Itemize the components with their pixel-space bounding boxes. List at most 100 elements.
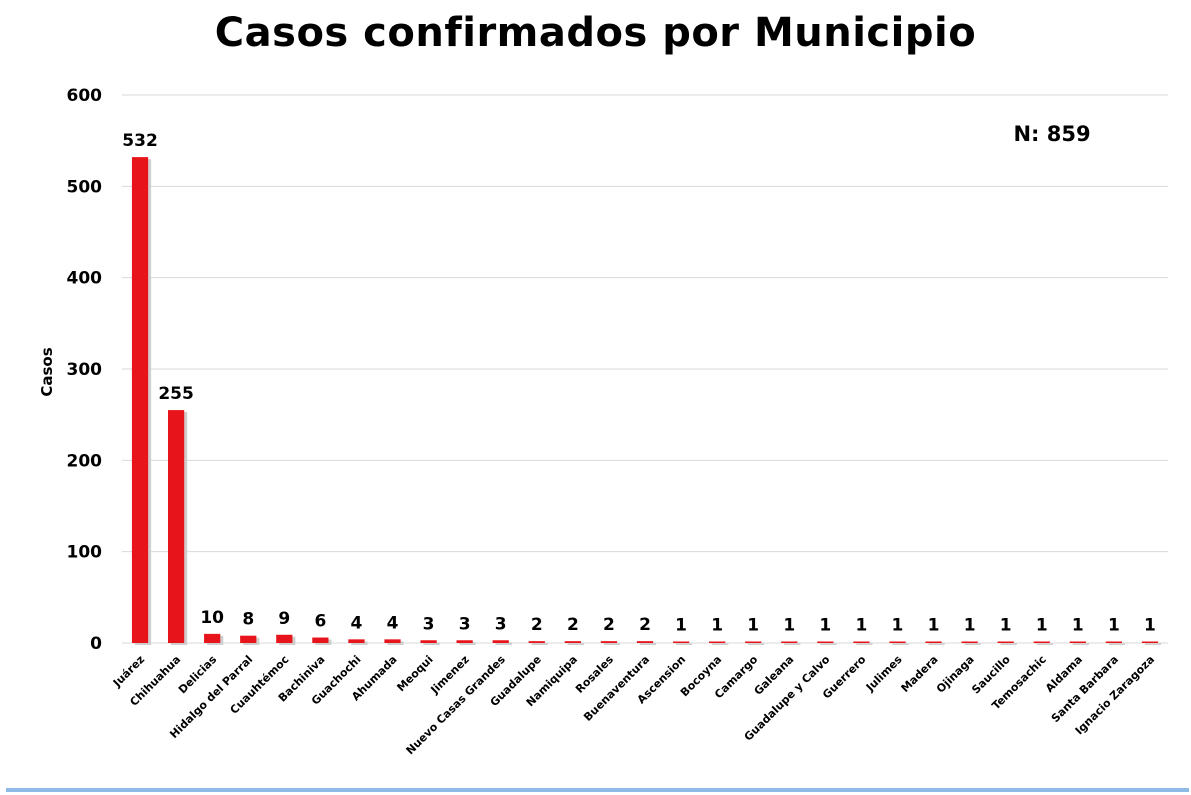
bar bbox=[528, 641, 545, 643]
bar-shadow bbox=[387, 641, 404, 645]
bar-shadow bbox=[495, 642, 512, 645]
bar bbox=[925, 641, 942, 643]
bar bbox=[672, 641, 690, 643]
bars bbox=[131, 157, 1162, 645]
bar bbox=[817, 641, 834, 643]
bar-value-label: 9 bbox=[278, 609, 290, 629]
bar bbox=[1141, 641, 1159, 643]
bar-shadow bbox=[1144, 643, 1162, 645]
bar bbox=[131, 157, 149, 643]
bar bbox=[276, 634, 293, 643]
y-tick-label: 0 bbox=[90, 634, 102, 654]
bar-value-label: 1 bbox=[855, 616, 867, 636]
bar bbox=[348, 639, 365, 643]
gridlines bbox=[122, 94, 1168, 644]
bar-value-label: 2 bbox=[603, 615, 615, 635]
y-tick-label: 400 bbox=[67, 269, 103, 289]
bar-value-label: 4 bbox=[387, 613, 399, 633]
bar-value-label: 2 bbox=[639, 615, 651, 635]
bar-value-label: 1 bbox=[1144, 616, 1156, 636]
bar bbox=[456, 640, 473, 643]
bar bbox=[781, 641, 798, 643]
bar bbox=[853, 641, 870, 643]
bar bbox=[997, 641, 1014, 643]
bar-value-label: 1 bbox=[711, 616, 723, 636]
bar-value-label: 2 bbox=[531, 615, 543, 635]
bar-value-label: 3 bbox=[495, 614, 507, 634]
bar-shadow bbox=[964, 643, 981, 645]
bar-value-label: 1 bbox=[1072, 616, 1084, 636]
x-category-label: Santa Barbara bbox=[1049, 653, 1121, 725]
bar-shadow bbox=[531, 643, 548, 645]
bar bbox=[709, 641, 726, 643]
bar-shadow bbox=[748, 643, 765, 645]
value-labels: 532 255 10 8 9 6 4 4 3 3 3 2 2 2 2 1 1 1 1 1 1 1 1 1 1 1 1 1 1 bbox=[122, 131, 1156, 635]
bar bbox=[1105, 641, 1123, 643]
bar bbox=[384, 639, 401, 643]
bar-shadow bbox=[1072, 643, 1089, 645]
bar-value-label: 3 bbox=[459, 614, 471, 634]
bar-value-label: 1 bbox=[675, 616, 687, 636]
bar-value-label: 1 bbox=[928, 616, 940, 636]
y-tick-label: 600 bbox=[67, 86, 103, 106]
bar-shadow bbox=[784, 643, 801, 645]
y-tick-label: 200 bbox=[67, 451, 103, 471]
bar-value-label: 6 bbox=[314, 612, 326, 632]
bar-shadow bbox=[459, 642, 476, 645]
bar-value-label: 532 bbox=[122, 131, 158, 151]
bar bbox=[492, 640, 509, 643]
bar-shadow bbox=[1036, 643, 1053, 645]
chart-title: Casos confirmados por Municipio bbox=[214, 10, 977, 56]
y-axis-ticks: 0 100 200 300 400 500 600 bbox=[67, 86, 103, 654]
bottom-divider bbox=[6, 788, 1189, 792]
bar-shadow bbox=[1108, 643, 1126, 645]
bar-value-label: 1 bbox=[1036, 616, 1048, 636]
bar bbox=[420, 640, 437, 643]
y-tick-label: 300 bbox=[67, 360, 103, 380]
bar bbox=[167, 410, 185, 643]
x-category-label: Madera bbox=[899, 653, 941, 695]
bar bbox=[564, 641, 581, 643]
bar bbox=[600, 641, 618, 643]
y-axis-title: Casos bbox=[38, 347, 56, 396]
bar bbox=[312, 637, 329, 643]
bar-shadow bbox=[675, 643, 693, 645]
bar bbox=[240, 635, 257, 643]
bar-shadow bbox=[1000, 643, 1017, 645]
bar-value-label: 1 bbox=[892, 616, 904, 636]
bar-shadow bbox=[639, 643, 657, 645]
bar-shadow bbox=[567, 643, 584, 645]
bar-shadow bbox=[856, 643, 873, 645]
bar-shadow bbox=[351, 641, 368, 645]
bar-shadow bbox=[423, 642, 440, 645]
bar-shadow bbox=[928, 643, 945, 645]
bar bbox=[636, 641, 654, 643]
bar bbox=[204, 633, 221, 643]
bar-value-label: 1 bbox=[964, 616, 976, 636]
bar-shadow bbox=[892, 643, 909, 645]
bar-value-label: 1 bbox=[783, 616, 795, 636]
bar-value-label: 1 bbox=[819, 616, 831, 636]
bar-shadow bbox=[820, 643, 837, 645]
bar-value-label: 1 bbox=[747, 616, 759, 636]
bar-value-label: 1 bbox=[1108, 616, 1120, 636]
x-category-label: Julimes bbox=[863, 653, 905, 695]
bar-shadow bbox=[712, 643, 729, 645]
bar-value-label: 1 bbox=[1000, 616, 1012, 636]
bar-value-label: 4 bbox=[351, 613, 363, 633]
x-category-label: Buenaventura bbox=[581, 653, 652, 724]
bar-value-label: 255 bbox=[158, 384, 194, 404]
bar-value-label: 3 bbox=[423, 614, 435, 634]
total-annotation: N: 859 bbox=[1013, 122, 1090, 146]
bar bbox=[1033, 641, 1050, 643]
bar bbox=[1069, 641, 1086, 643]
bar-shadow bbox=[603, 643, 621, 645]
bar bbox=[745, 641, 762, 643]
bar-value-label: 10 bbox=[200, 608, 224, 628]
bar bbox=[889, 641, 906, 643]
y-tick-label: 100 bbox=[67, 543, 103, 563]
bar bbox=[961, 641, 978, 643]
bar-value-label: 8 bbox=[242, 610, 254, 630]
